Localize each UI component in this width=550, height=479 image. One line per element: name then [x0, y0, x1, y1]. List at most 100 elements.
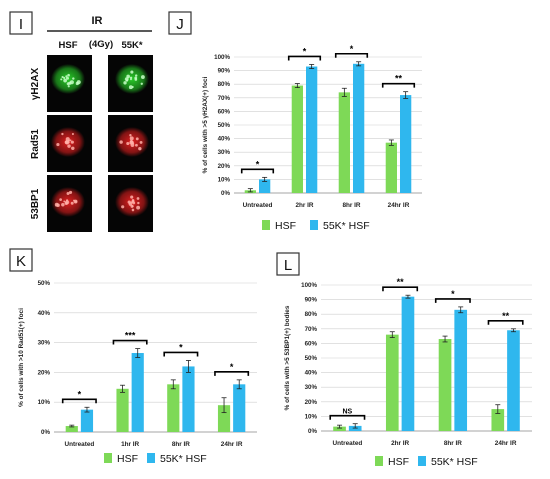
- panel-i: I IR HSF (4Gy) 55K* γH2AX Rad51 53BP1: [9, 11, 153, 232]
- legend-swatch: [418, 456, 426, 466]
- bar: [291, 85, 303, 193]
- legend-swatch: [147, 453, 155, 463]
- y-axis-label: % of cells with >10 Rad51(+) foci: [18, 308, 25, 407]
- micrograph-grid: γH2AX Rad51 53BP1: [30, 55, 153, 232]
- panel-l-letter: L: [284, 257, 292, 274]
- bar: [401, 296, 415, 431]
- y-tick-label: 100%: [214, 54, 230, 61]
- x-tick-label: 8hr IR: [444, 440, 462, 447]
- micrograph-tile: [108, 115, 153, 172]
- significance-bracket: [381, 82, 416, 88]
- y-tick-label: 60%: [218, 108, 231, 115]
- legend-swatch: [262, 220, 270, 230]
- micrograph-tile: [108, 175, 153, 232]
- y-tick-label: 80%: [305, 311, 318, 318]
- significance-bracket: [287, 55, 322, 61]
- y-tick-label: 60%: [305, 340, 318, 347]
- significance-bracket: [163, 351, 199, 357]
- bar: [65, 426, 78, 432]
- legend-label: 55K* HSF: [431, 456, 478, 468]
- bar: [385, 142, 397, 193]
- significance-label: *: [350, 44, 354, 54]
- significance-label: *: [179, 342, 183, 352]
- x-tick-label: 24hr IR: [221, 441, 243, 448]
- x-tick-label: Untreated: [332, 440, 362, 447]
- bar: [438, 339, 452, 431]
- significance-bracket: [112, 339, 148, 345]
- micro-col-55k: 55K*: [121, 40, 142, 51]
- y-tick-label: 90%: [218, 68, 231, 75]
- panel-i-letter: I: [19, 16, 23, 33]
- y-tick-label: 30%: [305, 384, 318, 391]
- x-tick-label: 2hr IR: [391, 440, 409, 447]
- significance-label: **: [397, 277, 405, 287]
- significance-label: *: [78, 389, 82, 399]
- panel-j-letter: J: [176, 16, 184, 33]
- significance-label: *: [303, 46, 307, 56]
- chart-j: 0% 10% 20% 30% 40% 50% 60% 70% 80% 90% 100% % of ce…: [202, 44, 422, 232]
- y-tick-label: 40%: [38, 310, 51, 317]
- legend-label: 55K* HSF: [323, 220, 370, 232]
- y-tick-label: 10%: [305, 413, 318, 420]
- legend-label: HSF: [388, 456, 409, 468]
- y-tick-label: 10%: [38, 399, 51, 406]
- significance-label: ***: [125, 331, 136, 341]
- y-tick-label: 70%: [218, 95, 231, 102]
- micrograph-tile: [47, 55, 92, 112]
- chart-l: 0% 10% 20% 30% 40% 50% 60% 70% 80% 90% 100% % of ce…: [284, 277, 532, 468]
- micrograph-tile: [47, 175, 92, 232]
- y-tick-label: 40%: [305, 370, 318, 377]
- significance-bracket: [487, 320, 524, 325]
- bar: [338, 92, 350, 193]
- panel-k-letter-box: [9, 248, 33, 272]
- legend-label: HSF: [117, 453, 138, 465]
- y-axis-label: % of cells with >5 γH2AX(+) foci: [202, 76, 209, 173]
- bar: [507, 330, 520, 431]
- significance-label: *: [256, 159, 260, 169]
- significance-bracket: [329, 414, 366, 420]
- x-tick-label: 24hr IR: [495, 440, 517, 447]
- y-tick-label: 80%: [218, 81, 231, 88]
- bar: [182, 366, 195, 432]
- x-tick-label: Untreated: [64, 441, 94, 448]
- significance-label: **: [502, 311, 510, 321]
- significance-bracket: [240, 168, 275, 174]
- y-tick-label: 70%: [305, 326, 318, 333]
- bar: [400, 95, 412, 193]
- micro-row-label: 53BP1: [30, 188, 41, 219]
- y-tick-label: 50%: [38, 280, 51, 287]
- x-tick-label: 8hr IR: [342, 202, 360, 209]
- y-axis-label: % of cells with >5 53BP1(+) bodies: [284, 305, 291, 410]
- y-tick-label: 20%: [305, 399, 318, 406]
- y-tick-label: 0%: [308, 428, 317, 435]
- significance-bracket: [434, 298, 471, 303]
- micro-dose: (4Gy): [89, 39, 113, 50]
- legend-label: 55K* HSF: [160, 453, 207, 465]
- panel-l-letter-box: [276, 252, 300, 276]
- micrograph-tile: [108, 55, 153, 112]
- y-tick-label: 10%: [218, 176, 231, 183]
- bar: [333, 426, 346, 431]
- significance-label: *: [451, 289, 455, 299]
- significance-bracket: [334, 52, 369, 58]
- bar: [167, 384, 180, 432]
- panel-j-letter-box: [168, 11, 192, 35]
- significance-bracket: [382, 286, 419, 292]
- legend-swatch: [104, 453, 112, 463]
- y-tick-label: 30%: [218, 149, 231, 156]
- significance-bracket: [214, 371, 250, 376]
- bar: [259, 179, 271, 193]
- y-tick-label: 20%: [38, 369, 51, 376]
- x-tick-label: 2hr IR: [295, 202, 313, 209]
- bar: [353, 63, 365, 193]
- bar: [385, 334, 399, 431]
- y-tick-label: 50%: [218, 122, 231, 129]
- y-tick-label: 0%: [41, 429, 50, 436]
- y-tick-label: 20%: [218, 163, 231, 170]
- legend-label: HSF: [275, 220, 296, 232]
- x-tick-label: 24hr IR: [388, 202, 410, 209]
- bar: [491, 409, 505, 431]
- chart-k: 0% 10% 20% 30% 40% 50% % of cells with >10 Rad…: [18, 280, 257, 465]
- bar: [131, 353, 144, 432]
